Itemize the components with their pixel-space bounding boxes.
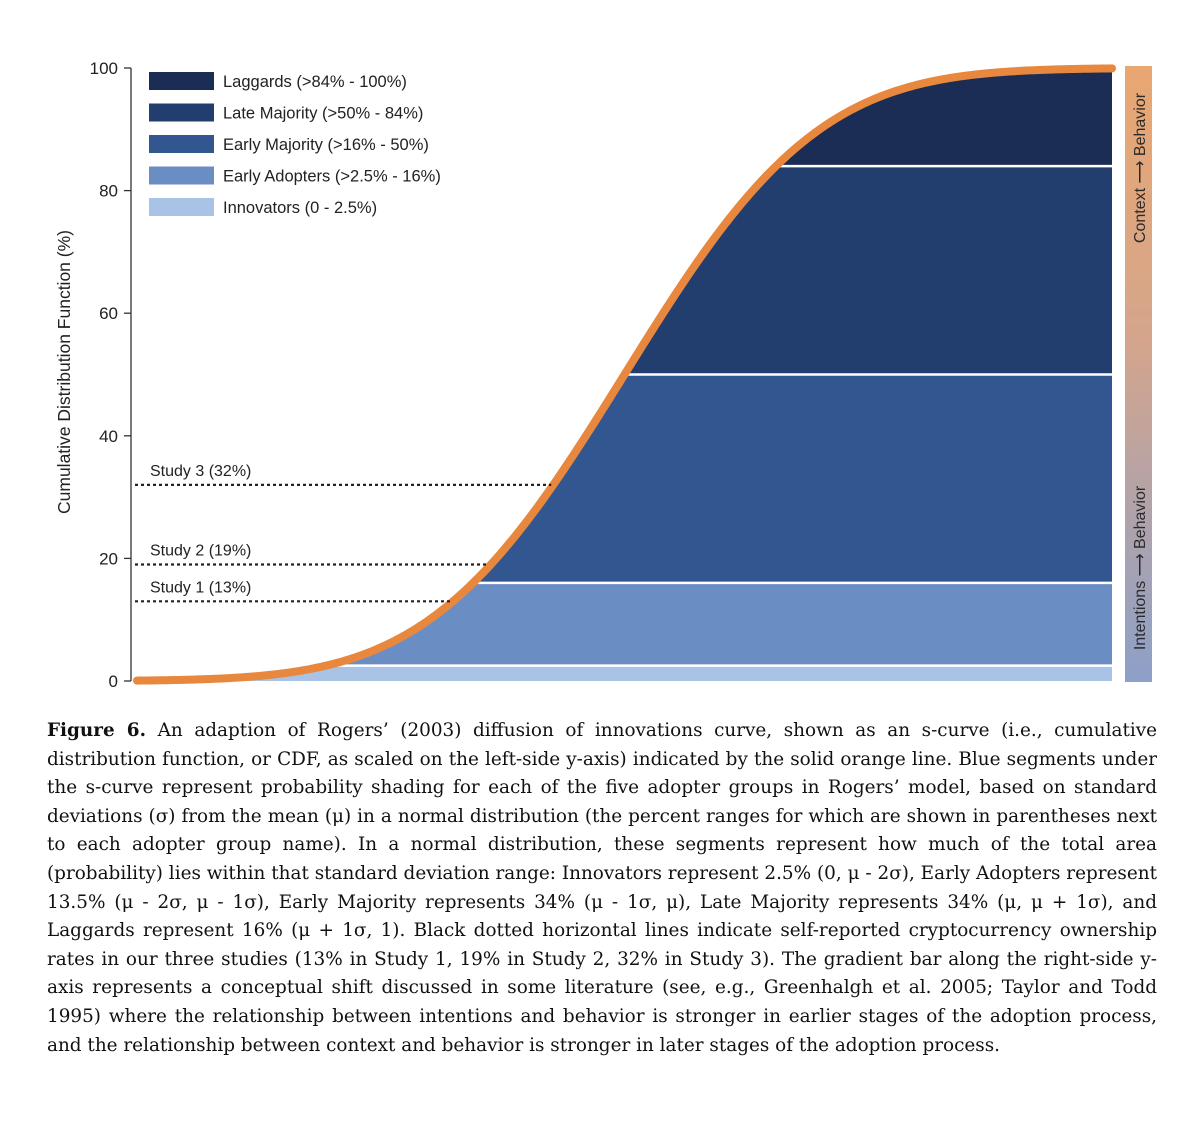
y-tick-label-20: 20 bbox=[99, 549, 118, 568]
study-lines: Study 1 (13%) Study 2 (19%) Study 3 (32%) bbox=[135, 463, 552, 603]
legend-label-early-majority: Early Majority (>16% - 50%) bbox=[223, 136, 429, 154]
gradient-bar-bottom-label: Intentions ⟶ Behavior bbox=[1132, 485, 1149, 650]
y-tick-label-60: 60 bbox=[99, 304, 118, 323]
segment-early-majority bbox=[473, 374, 1112, 583]
y-tick-label-40: 40 bbox=[99, 427, 118, 446]
y-axis: 0 20 40 60 80 100 bbox=[90, 59, 132, 691]
legend-swatch-early-majority bbox=[149, 135, 214, 153]
segment-early-adopters bbox=[325, 582, 1112, 666]
legend-label-innovators: Innovators (0 - 2.5%) bbox=[223, 199, 377, 217]
figure-label: Figure 6. bbox=[47, 720, 147, 741]
legend: Laggards (>84% - 100%) Late Majority (>50… bbox=[149, 72, 441, 217]
study-label-3: Study 3 (32%) bbox=[150, 463, 251, 480]
cdf-curve-layer bbox=[133, 64, 1116, 685]
segment-late-majority bbox=[624, 166, 1112, 375]
figure-caption-text: An adaption of Rogers’ (2003) diffusion … bbox=[47, 720, 1157, 1056]
legend-swatch-late-majority bbox=[149, 103, 214, 122]
legend-label-laggards: Laggards (>84% - 100%) bbox=[223, 73, 407, 91]
legend-swatch-laggards bbox=[149, 72, 214, 90]
gradient-bar-rect bbox=[1125, 66, 1152, 682]
legend-label-late-majority: Late Majority (>50% - 84%) bbox=[223, 105, 423, 123]
segment-innovators bbox=[137, 665, 1112, 681]
segment-laggards bbox=[775, 68, 1112, 167]
cdf-curve bbox=[133, 64, 1116, 685]
y-tick-label-0: 0 bbox=[109, 672, 118, 691]
gradient-bar: Context ⟶ Behavior Intentions ⟶ Behavior bbox=[1125, 66, 1152, 682]
legend-swatch-early-adopters bbox=[149, 166, 214, 185]
legend-swatch-innovators bbox=[149, 198, 214, 216]
legend-label-early-adopters: Early Adopters (>2.5% - 16%) bbox=[223, 168, 441, 186]
segment-separators bbox=[325, 164, 1112, 667]
study-label-2: Study 2 (19%) bbox=[150, 543, 251, 560]
y-axis-label: Cumulative Distribution Function (%) bbox=[54, 230, 74, 514]
y-tick-label-100: 100 bbox=[90, 59, 118, 78]
gradient-bar-top-label: Context ⟶ Behavior bbox=[1132, 92, 1149, 243]
adopter-segments bbox=[137, 68, 1112, 681]
y-tick-label-80: 80 bbox=[99, 182, 118, 201]
figure-caption: Figure 6. An adaption of Rogers’ (2003) … bbox=[47, 717, 1157, 1060]
study-label-1: Study 1 (13%) bbox=[150, 579, 251, 596]
